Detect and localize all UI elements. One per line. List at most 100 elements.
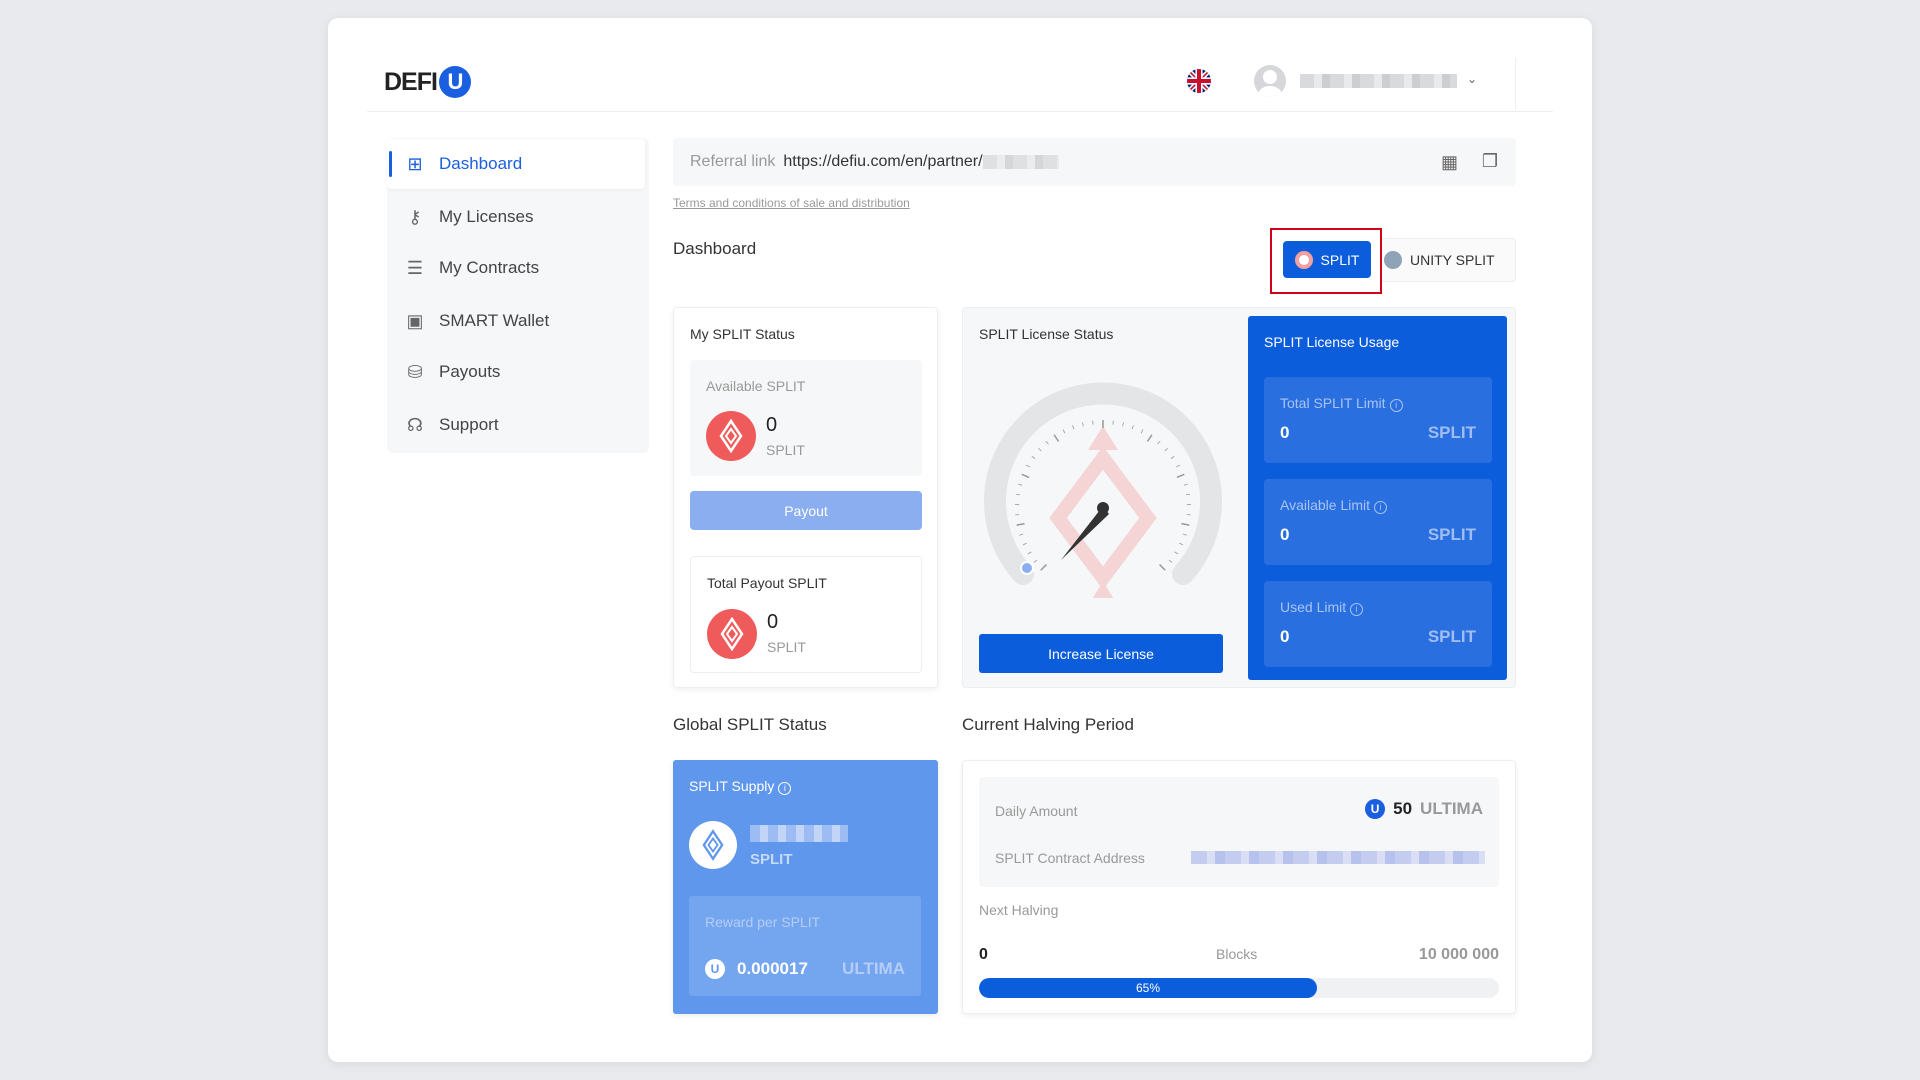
info-icon[interactable]: i (1389, 399, 1403, 412)
label-text: Used Limit (1280, 599, 1347, 615)
total-payout-label: Total Payout SPLIT (707, 575, 827, 591)
reward-label: Reward per SPLIT (705, 914, 821, 930)
payout-button[interactable]: Payout (690, 491, 922, 530)
available-split-box: Available SPLIT 0 SPLIT (690, 360, 922, 476)
unity-split-toggle-button[interactable]: UNITY SPLIT (1384, 241, 1512, 278)
ultima-coin-icon: U (705, 959, 725, 979)
contract-address-redacted[interactable] (1191, 851, 1485, 864)
info-icon[interactable]: i (778, 782, 792, 795)
used-limit-value: 0 (1280, 627, 1290, 646)
gauge-tick (1122, 422, 1124, 427)
halving-progress-bar: 65% (979, 978, 1499, 998)
label-text: Total SPLIT Limit (1280, 395, 1386, 411)
gauge-tick (1174, 551, 1179, 555)
gauge-tick (1045, 440, 1049, 445)
split-coin-icon (689, 821, 737, 869)
uk-flag-icon[interactable] (1187, 69, 1211, 93)
daily-amount-unit: ULTIMA (1420, 799, 1483, 818)
available-limit-box: Available Limit i 0 SPLIT (1264, 479, 1492, 565)
gauge-tick (1164, 447, 1168, 452)
license-gauge (984, 382, 1222, 598)
sidebar-item-label: My Licenses (439, 207, 534, 226)
supply-unit: SPLIT (750, 851, 793, 868)
gauge-tick (1179, 542, 1184, 546)
available-value: 0 (766, 414, 778, 436)
sidebar-item-payouts[interactable]: ⛁ Payouts (387, 347, 645, 397)
gauge-tick (1021, 473, 1030, 479)
gauge-tick (1038, 447, 1042, 452)
chevron-down-icon[interactable]: ⌄ (1467, 72, 1478, 86)
gauge-tick (1157, 440, 1161, 445)
sidebar: ⊞ Dashboard ⚷ My Licenses ☰ My Contracts ▣ S… (387, 138, 649, 453)
sidebar-item-support[interactable]: ☊ Support (387, 400, 645, 450)
split-supply-card: SPLIT Supply i SPLIT Reward per SPLIT U 0… (673, 760, 938, 1014)
gauge-tick (1033, 559, 1038, 563)
page-title: Dashboard (673, 239, 757, 258)
daily-amount: U 50 ULTIMA (1365, 799, 1483, 819)
unit: SPLIT (1427, 423, 1476, 442)
ultima-coin-icon: U (1365, 799, 1386, 819)
available-label: Available SPLIT (706, 378, 806, 394)
total-payout-value: 0 (767, 611, 779, 633)
referral-url[interactable]: https://defiu.com/en/partner/ (783, 153, 983, 170)
supply-label: SPLIT Supply i (689, 778, 792, 795)
info-icon[interactable]: i (1374, 501, 1388, 514)
sidebar-item-label: SMART Wallet (439, 311, 550, 330)
gauge-tick (1031, 455, 1036, 459)
header-divider (367, 111, 1553, 112)
gauge-tick (1016, 493, 1021, 496)
sidebar-item-dashboard[interactable]: ⊞ Dashboard (387, 139, 645, 189)
sidebar-item-my-licenses[interactable]: ⚷ My Licenses (387, 192, 645, 242)
reward-value: 0.000017 (737, 959, 808, 978)
split-toggle-button[interactable]: SPLIT (1283, 241, 1371, 278)
reward-unit: ULTIMA (842, 959, 905, 978)
gauge-tick (1131, 425, 1134, 430)
gauge-tick (1170, 455, 1175, 459)
reward-box: Reward per SPLIT U 0.000017 ULTIMA (689, 896, 921, 996)
label-text: Available Limit (1280, 497, 1371, 513)
gauge-tick (1082, 422, 1084, 427)
available-limit-value: 0 (1280, 525, 1290, 544)
gauge-tick (1022, 542, 1027, 546)
split-coin-icon (707, 609, 757, 659)
qr-code-icon[interactable]: ▦ (1440, 152, 1458, 172)
avatar[interactable] (1254, 65, 1286, 97)
total-payout-box: Total Payout SPLIT 0 SPLIT (690, 556, 922, 673)
card-title: SPLIT License Status (979, 326, 1114, 342)
card-title: My SPLIT Status (690, 326, 795, 342)
username-redacted[interactable] (1300, 74, 1457, 88)
list-icon: ☰ (406, 257, 424, 278)
grid-icon: ⊞ (407, 153, 423, 174)
available-unit: SPLIT (766, 442, 805, 458)
progress-max: 10 000 000 (1418, 946, 1499, 963)
sidebar-item-label: Payouts (439, 362, 501, 381)
gauge-tick (1019, 533, 1024, 536)
total-limit-box: Total SPLIT Limit i 0 SPLIT (1264, 377, 1492, 463)
blocks-label: Blocks (1216, 946, 1258, 962)
gauge-tick (1140, 429, 1144, 434)
license-usage-panel: SPLIT License Usage Total SPLIT Limit i 0 S… (1248, 316, 1507, 680)
sidebar-item-my-contracts[interactable]: ☰ My Contracts (387, 243, 645, 293)
next-halving-label: Next Halving (979, 902, 1059, 918)
gauge-tick (1168, 559, 1173, 563)
terms-link[interactable]: Terms and conditions of sale and distrib… (673, 196, 910, 210)
global-section-title: Global SPLIT Status (673, 715, 827, 734)
gauge-tick (1026, 464, 1030, 468)
split-coin-icon (1294, 250, 1313, 269)
sidebar-item-smart-wallet[interactable]: ▣ SMART Wallet (387, 296, 645, 346)
copy-icon[interactable]: ❐ (1481, 151, 1498, 171)
daily-amount-value: 50 (1393, 799, 1413, 818)
unity-toggle-label: UNITY SPLIT (1410, 251, 1495, 268)
gauge-tick (1062, 429, 1066, 434)
referral-label: Referral link (690, 153, 776, 170)
split-coin-icon (706, 411, 756, 461)
payout-icon: ⛁ (407, 361, 423, 382)
info-icon[interactable]: i (1350, 603, 1364, 616)
logo-badge: U (438, 66, 471, 98)
increase-license-button[interactable]: Increase License (979, 634, 1223, 673)
logo[interactable]: DEFI U (384, 66, 471, 98)
unity-coin-icon (1384, 250, 1402, 269)
gauge-tick (1040, 564, 1047, 571)
gauge-tick (1182, 533, 1187, 536)
unit: SPLIT (1427, 525, 1476, 544)
